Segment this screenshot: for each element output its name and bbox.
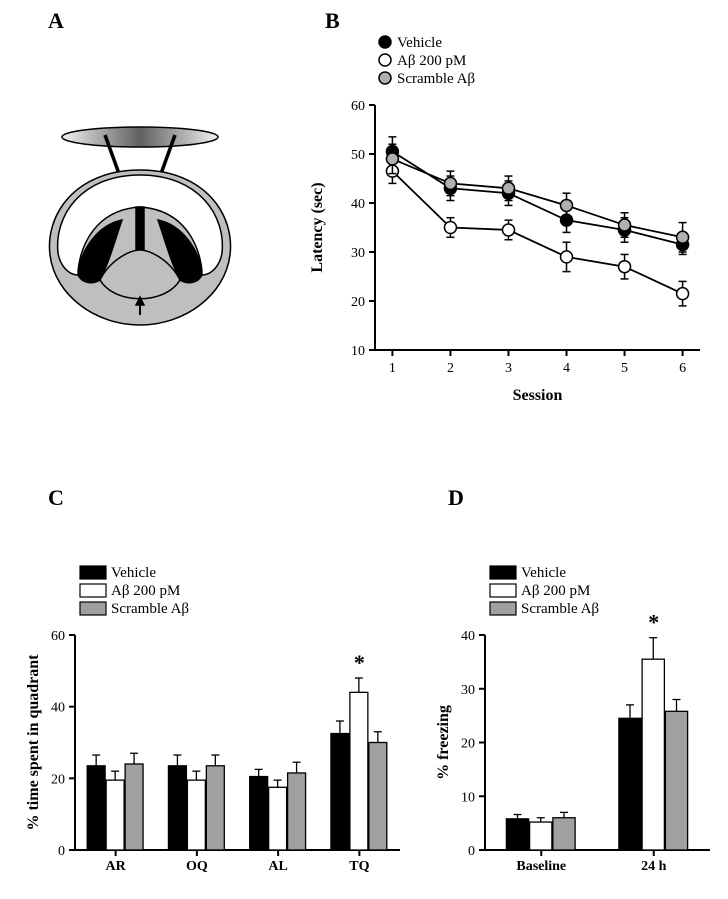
svg-text:*: * (354, 650, 365, 675)
svg-text:10: 10 (461, 790, 475, 805)
brain-diagram (30, 115, 250, 335)
svg-text:30: 30 (461, 683, 475, 698)
svg-text:OQ: OQ (186, 859, 208, 874)
svg-text:60: 60 (351, 99, 365, 114)
svg-text:Aβ 200 pM: Aβ 200 pM (397, 53, 466, 69)
svg-text:Vehicle: Vehicle (521, 565, 566, 581)
svg-text:40: 40 (351, 197, 365, 212)
bar-chart-quadrant: 0 20 40 60 % time spent in quadrant AR OQ AL TQ *… (20, 560, 410, 890)
panel-d-label: D (448, 485, 464, 511)
svg-text:10: 10 (351, 344, 365, 359)
panel-a-label: A (48, 8, 64, 34)
svg-text:Scramble Aβ: Scramble Aβ (521, 601, 599, 617)
svg-text:*: * (648, 610, 659, 635)
svg-text:20: 20 (51, 772, 65, 787)
svg-text:2: 2 (447, 361, 454, 376)
svg-text:AR: AR (106, 859, 127, 874)
svg-text:Vehicle: Vehicle (111, 565, 156, 581)
svg-text:0: 0 (468, 844, 475, 859)
svg-text:1: 1 (389, 361, 396, 376)
svg-text:% time spent in quadrant: % time spent in quadrant (25, 654, 42, 831)
svg-text:6: 6 (679, 361, 686, 376)
svg-text:30: 30 (351, 246, 365, 261)
svg-text:3: 3 (505, 361, 512, 376)
svg-text:Scramble Aβ: Scramble Aβ (397, 71, 475, 87)
svg-text:Vehicle: Vehicle (397, 35, 442, 51)
svg-text:AL: AL (268, 859, 287, 874)
svg-text:Aβ 200 pM: Aβ 200 pM (111, 583, 180, 599)
svg-text:Scramble Aβ: Scramble Aβ (111, 601, 189, 617)
svg-text:50: 50 (351, 148, 365, 163)
svg-text:60: 60 (51, 629, 65, 644)
svg-text:4: 4 (563, 361, 570, 376)
svg-text:24 h: 24 h (641, 859, 667, 874)
svg-text:0: 0 (58, 844, 65, 859)
svg-text:TQ: TQ (349, 859, 369, 874)
svg-text:40: 40 (51, 701, 65, 716)
svg-text:Baseline: Baseline (516, 859, 566, 874)
svg-text:40: 40 (461, 629, 475, 644)
svg-text:Latency (sec): Latency (sec) (309, 182, 326, 272)
svg-text:20: 20 (351, 295, 365, 310)
panel-c-label: C (48, 485, 64, 511)
bar-chart-freezing: 0 10 20 30 40 % freezing Baseline 24 h * Vehicle A… (430, 560, 720, 890)
svg-text:% freezing: % freezing (435, 705, 452, 780)
svg-text:Aβ 200 pM: Aβ 200 pM (521, 583, 590, 599)
svg-text:20: 20 (461, 737, 475, 752)
svg-text:Session: Session (513, 387, 563, 404)
svg-text:5: 5 (621, 361, 628, 376)
line-chart: 10 20 30 40 50 60 1 2 3 4 5 6 Session Latency (sec) Ve… (300, 30, 720, 410)
